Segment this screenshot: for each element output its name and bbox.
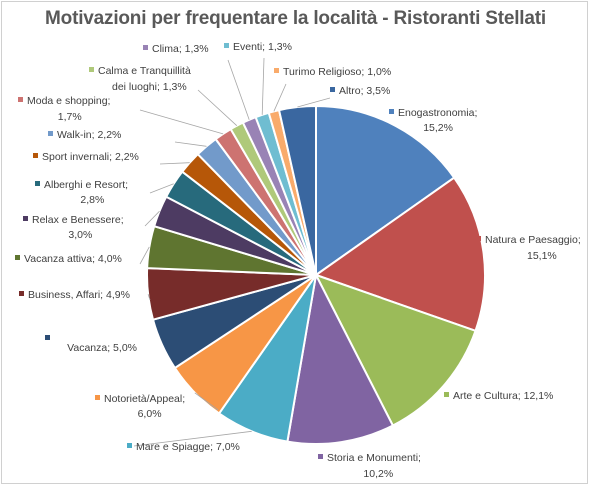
slice-label-16: Clima; 1,3% — [143, 43, 209, 55]
slice-label-text: 6,0% — [138, 408, 162, 420]
slice-label-text: Business, Affari; 4,9% — [28, 289, 130, 301]
pie-slice-1 — [315, 104, 456, 277]
leader-line-16 — [227, 59, 250, 120]
legend-marker-17 — [224, 43, 229, 48]
pie-slice-3 — [313, 273, 477, 427]
legend-marker-4 — [318, 454, 323, 459]
slice-label-6: Notorietà/Appeal; 6,0% — [95, 393, 185, 420]
slice-label-14: Moda e shopping; 1,7% — [18, 95, 110, 123]
slice-label-19: Altro; 3,5% — [330, 85, 390, 97]
legend-marker-3 — [444, 392, 449, 397]
leader-line-6 — [194, 392, 219, 411]
slice-label-text: Enogastronomia; — [398, 107, 477, 119]
slice-label-3: Arte e Cultura; 12,1% — [444, 390, 553, 402]
legend-marker-6 — [95, 395, 100, 400]
legend-marker-8 — [19, 291, 24, 296]
leader-line-11 — [149, 183, 174, 194]
legend-marker-11 — [35, 181, 40, 186]
leader-line-14 — [139, 109, 224, 135]
slice-label-1: Enogastronomia; 15,2% — [389, 107, 477, 134]
legend-marker-9 — [15, 255, 20, 260]
slice-label-text: Mare e Spiagge; 7,0% — [136, 441, 240, 453]
slice-label-text: Natura e Paesaggio; — [485, 234, 581, 246]
slice-label-text: Storia e Monumenti; — [327, 452, 421, 464]
slice-label-text: Relax e Benessere; — [32, 214, 124, 226]
slice-label-13: Walk-in; 2,2% — [48, 129, 121, 141]
slice-label-2: Natura e Paesaggio; 15,1% — [476, 234, 581, 262]
pie-slice-2 — [313, 176, 486, 333]
slice-label-11: Alberghi e Resort; 2,8% — [35, 179, 128, 206]
leader-line-15 — [197, 89, 238, 126]
slice-label-5: Mare e Spiagge; 7,0% — [127, 441, 240, 453]
legend-marker-16 — [143, 45, 148, 50]
legend-marker-18 — [274, 68, 279, 73]
slice-label-text: Walk-in; 2,2% — [57, 129, 121, 141]
slice-label-18: Turimo Religioso; 1,0% — [274, 66, 391, 78]
slice-label-text: 10,2% — [363, 468, 393, 480]
legend-marker-5 — [127, 443, 132, 448]
slice-label-text: 15,1% — [527, 250, 557, 262]
leader-line-12 — [159, 162, 190, 165]
legend-marker-15 — [89, 67, 94, 72]
slice-label-12: Sport invernali; 2,2% — [33, 151, 139, 163]
legend-marker-10 — [23, 216, 28, 221]
slice-label-text: 1,7% — [58, 111, 82, 123]
leader-line-17 — [261, 57, 265, 115]
slice-label-text: 2,8% — [80, 194, 104, 206]
slice-label-text: Sport invernali; 2,2% — [42, 151, 139, 163]
slice-label-text: Altro; 3,5% — [339, 85, 390, 97]
slice-label-text: Clima; 1,3% — [152, 43, 209, 55]
legend-marker-19 — [330, 87, 335, 92]
slice-label-15: Calma e Tranquillità dei luoghi; 1,3% — [89, 65, 191, 93]
leader-line-5 — [133, 430, 252, 447]
slice-label-10: Relax e Benessere; 3,0% — [23, 214, 124, 241]
slice-label-text: Notorietà/Appeal; — [104, 393, 185, 405]
slice-label-text: Moda e shopping; — [27, 95, 110, 107]
slice-label-text: 15,2% — [423, 122, 453, 134]
slice-label-text: Vacanza; 5,0% — [67, 342, 137, 354]
leader-line-10 — [144, 210, 160, 227]
chart-title: Motivazioni per frequentare la località … — [45, 8, 546, 29]
slice-label-text: Arte e Cultura; 12,1% — [453, 390, 553, 402]
leader-line-9 — [139, 246, 150, 265]
slice-label-text: 3,0% — [68, 229, 92, 241]
slice-label-8: Business, Affari; 4,9% — [19, 289, 130, 301]
slice-label-text: Calma e Tranquillità — [98, 65, 191, 77]
slice-label-text: Alberghi e Resort; — [44, 179, 128, 191]
pie-slice-4 — [286, 271, 395, 445]
leader-line-18 — [273, 83, 287, 112]
slice-label-text: dei luoghi; 1,3% — [112, 81, 187, 93]
legend-marker-13 — [48, 131, 53, 136]
slice-label-text: Vacanza attiva; 4,0% — [24, 253, 122, 265]
leader-line-8 — [147, 293, 151, 301]
legend-marker-12 — [33, 153, 38, 158]
legend-marker-14 — [18, 97, 23, 102]
slice-label-text: Eventi; 1,3% — [233, 41, 292, 53]
slice-label-17: Eventi; 1,3% — [224, 41, 292, 53]
slice-label-7: Vacanza; 5,0% — [45, 335, 137, 354]
slice-label-9: Vacanza attiva; 4,0% — [15, 253, 122, 265]
leader-line-19 — [297, 97, 331, 108]
slice-label-text: Turimo Religioso; 1,0% — [283, 66, 391, 78]
legend-marker-7 — [45, 335, 50, 340]
legend-marker-1 — [389, 109, 394, 114]
leader-line-13 — [174, 141, 207, 147]
legend-marker-2 — [476, 236, 481, 241]
slice-label-4: Storia e Monumenti; 10,2% — [318, 452, 421, 480]
